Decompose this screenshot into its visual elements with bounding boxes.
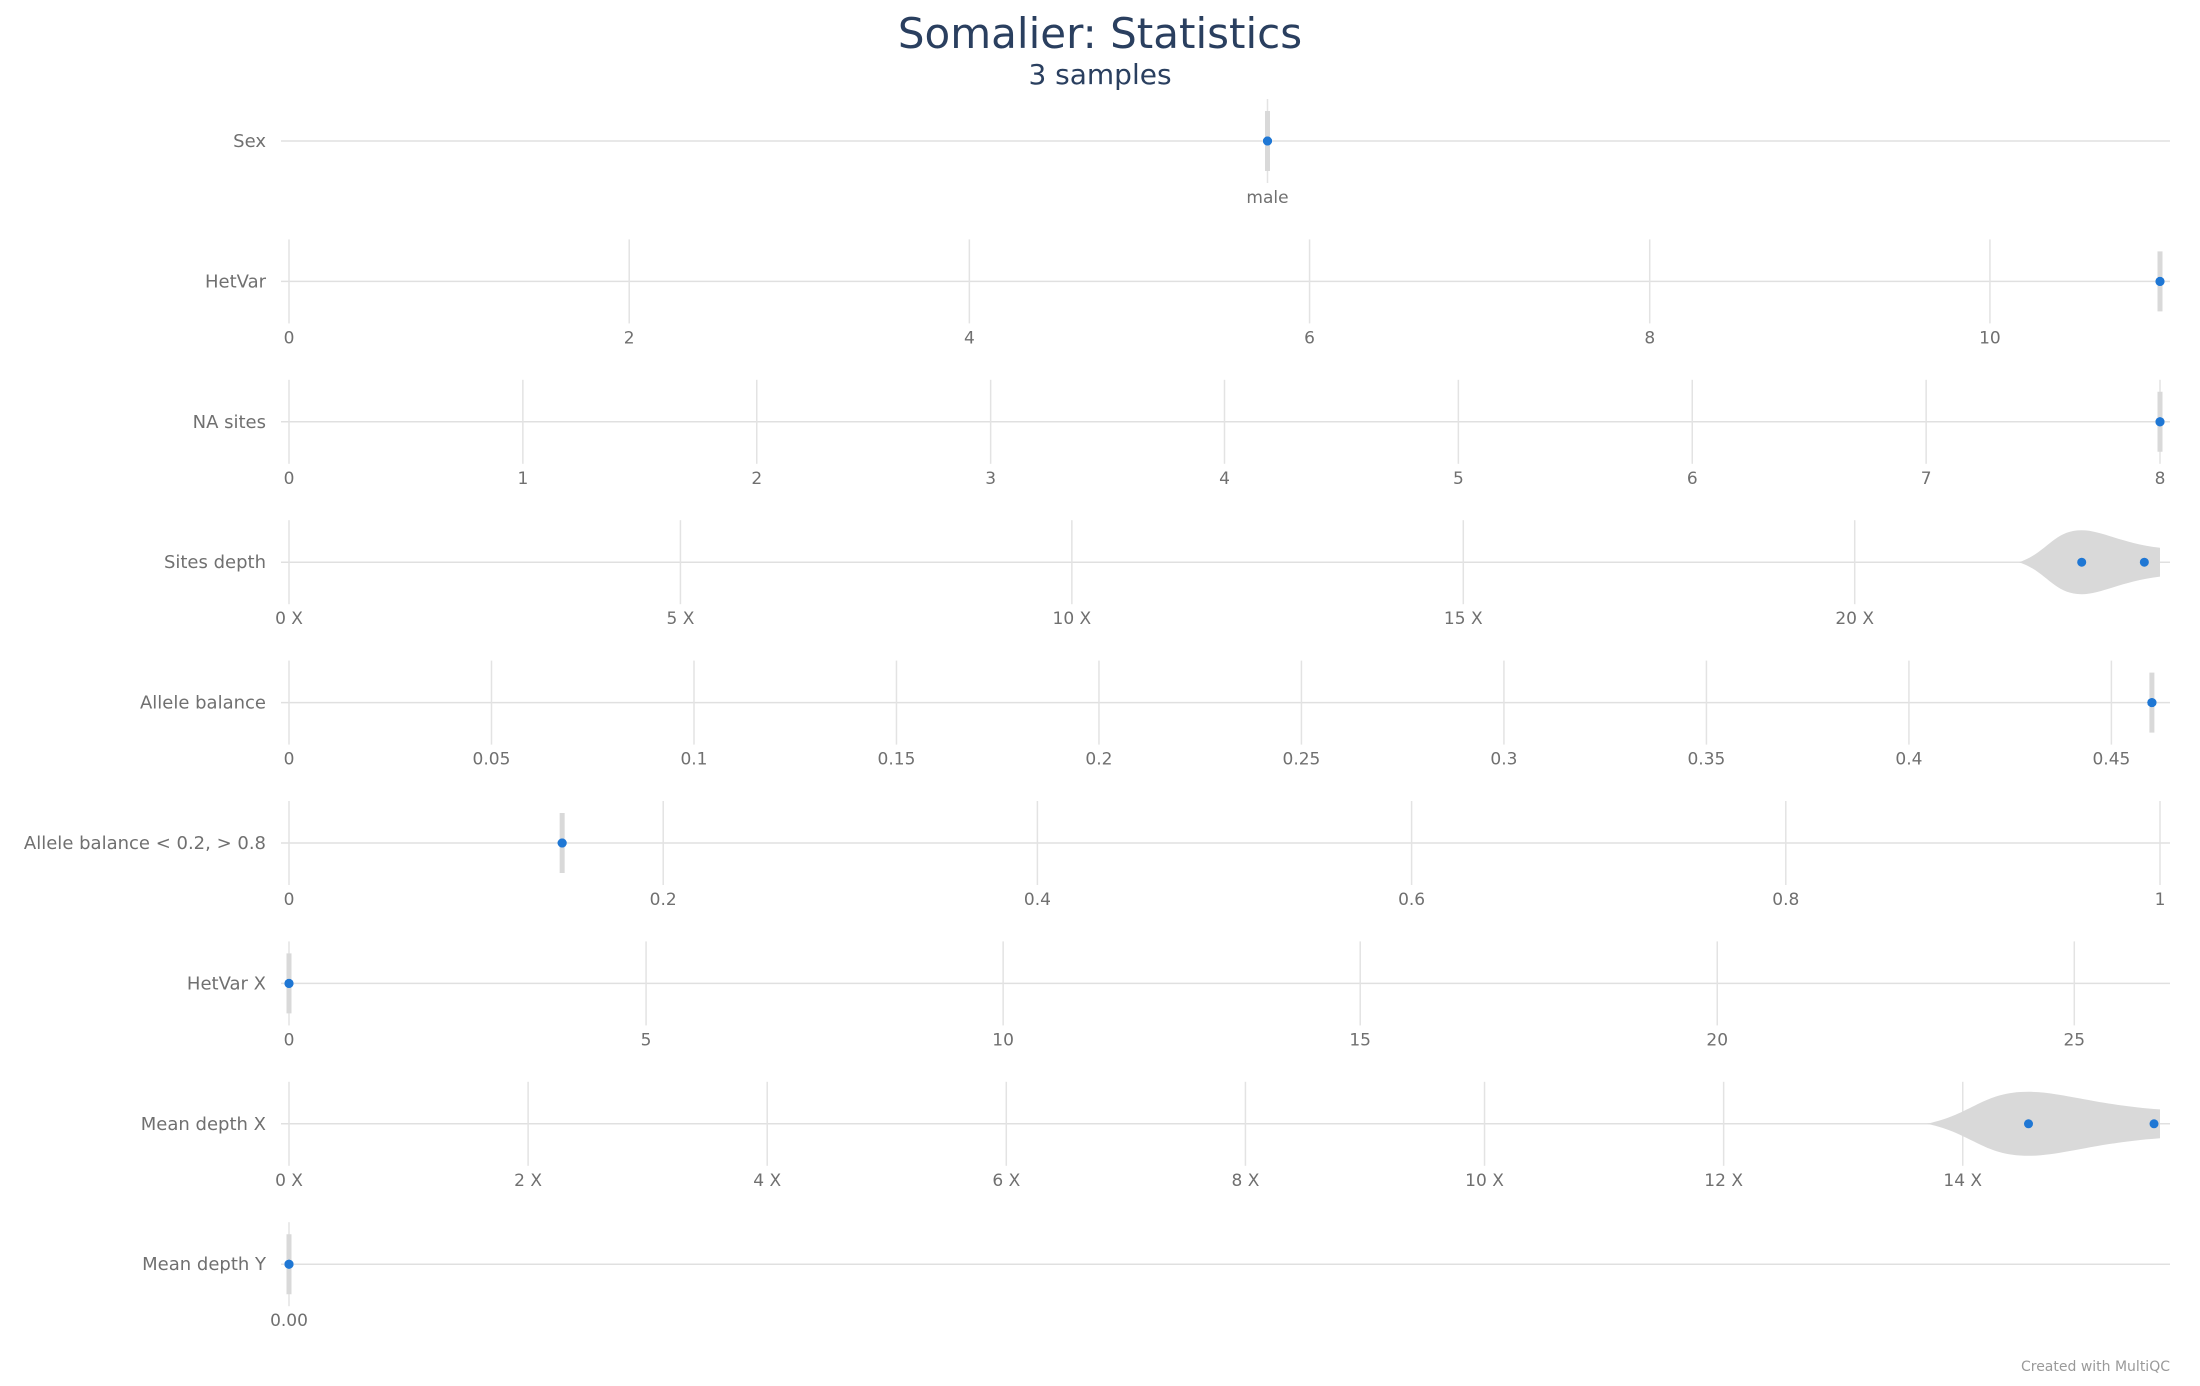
tick-label: 5 (1453, 469, 1464, 489)
tick-label: 4 (964, 328, 975, 348)
tick-label: 6 X (992, 1171, 1020, 1191)
row-sites-depth: Sites depth 0 X 5 X 10 X 15 X 20 X (164, 520, 2170, 629)
row-hetvar: HetVar 0 2 4 6 8 10 (205, 239, 2170, 348)
tick-label: 0 (284, 1030, 295, 1050)
row-sex: Sex male (233, 99, 2170, 208)
row-label: Allele balance < 0.2, > 0.8 (24, 833, 266, 854)
tick-label: 1 (517, 469, 528, 489)
sample-point (284, 1259, 294, 1269)
tick-label: 5 (641, 1030, 652, 1050)
tick-label: 4 (1219, 469, 1230, 489)
tick-label: 0 (284, 328, 295, 348)
row-allele-balance: Allele balance 0 0.05 0.1 0.15 0.2 0.25 0.3 0.35… (140, 660, 2170, 770)
tick-label: 3 (985, 469, 996, 489)
row-label: Mean depth Y (142, 1254, 267, 1275)
tick-label: 0.05 (473, 750, 511, 770)
tick-label: 6 (1304, 328, 1315, 348)
tick-label: 10 (992, 1030, 1014, 1050)
sample-point (2155, 417, 2165, 427)
tick-label: 0.2 (650, 890, 677, 910)
tick-label: 15 (1349, 1030, 1371, 1050)
row-allele-balance-0-2-0-8: Allele balance < 0.2, > 0.8 0 0.2 0.4 0.6 0.8… (24, 801, 2170, 910)
row-label: Sites depth (164, 552, 266, 573)
tick-label: 14 X (1943, 1171, 1982, 1191)
tick-label: 0.45 (2092, 750, 2130, 770)
sample-point (2023, 1119, 2033, 1129)
row-label: Sex (233, 131, 266, 152)
tick-label: 12 X (1704, 1171, 1743, 1191)
tick-label: 0.4 (1024, 890, 1051, 910)
tick-label: 0.00 (270, 1311, 308, 1331)
sample-point (2139, 557, 2149, 567)
tick-label: 25 (2063, 1030, 2085, 1050)
row-label: HetVar X (187, 973, 266, 994)
tick-label: 0.8 (1772, 890, 1799, 910)
tick-label: 0 X (275, 1171, 303, 1191)
tick-label: 0.2 (1085, 750, 1112, 770)
tick-label: 0.6 (1398, 890, 1425, 910)
tick-label: 0.1 (680, 750, 707, 770)
violin-shape (1926, 1091, 2160, 1156)
chart-title: Somalier: Statistics (898, 9, 1302, 58)
tick-label: 1 (2155, 890, 2166, 910)
row-label: Allele balance (140, 693, 266, 714)
tick-label: 0 X (275, 609, 303, 629)
tick-label: 2 (624, 328, 635, 348)
tick-label: 2 (751, 469, 762, 489)
tick-label: 0.25 (1283, 750, 1321, 770)
row-mean-depth-y: Mean depth Y 0.00 (142, 1222, 2170, 1331)
tick-label: 8 X (1231, 1171, 1259, 1191)
sample-point (2077, 557, 2087, 567)
sample-point (2147, 698, 2157, 708)
tick-label: 5 X (666, 609, 694, 629)
tick-label: 0 (284, 890, 295, 910)
row-na-sites: NA sites 0 1 2 3 4 5 6 7 8 (193, 379, 2170, 489)
chart-subtitle: 3 samples (1028, 58, 1171, 91)
row-label: HetVar (205, 271, 267, 292)
tick-label: 8 (2155, 469, 2166, 489)
tick-label: 20 X (1835, 609, 1874, 629)
tick-label: 2 X (514, 1171, 542, 1191)
credit-text: Created with MultiQC (2021, 1359, 2170, 1375)
tick-label: 0.35 (1687, 750, 1725, 770)
tick-label: 6 (1687, 469, 1698, 489)
sample-point (1263, 136, 1272, 146)
tick-label: 10 X (1465, 1171, 1504, 1191)
tick-label: 4 X (753, 1171, 781, 1191)
sample-point (2155, 276, 2165, 286)
tick-label: 0 (284, 469, 295, 489)
tick-label: 0.4 (1895, 750, 1922, 770)
row-label: NA sites (193, 412, 266, 433)
sample-point (2149, 1119, 2159, 1129)
tick-label: male (1246, 188, 1288, 208)
tick-label: 10 X (1053, 609, 1092, 629)
row-hetvar-x: HetVar X 0 5 10 15 20 25 (187, 941, 2170, 1050)
sample-point (557, 838, 567, 848)
tick-label: 0 (284, 750, 295, 770)
tick-label: 0.15 (878, 750, 916, 770)
tick-label: 7 (1921, 469, 1932, 489)
sample-point (284, 978, 294, 988)
tick-label: 8 (1644, 328, 1655, 348)
row-mean-depth-x: Mean depth X 0 X 2 X 4 X 6 X 8 X 10 X 12 X 14 X (141, 1081, 2170, 1191)
tick-label: 0.3 (1490, 750, 1517, 770)
tick-label: 10 (1979, 328, 2001, 348)
row-label: Mean depth X (141, 1114, 266, 1135)
tick-label: 20 (1706, 1030, 1728, 1050)
violin-shape (2019, 530, 2160, 595)
tick-label: 15 X (1444, 609, 1483, 629)
